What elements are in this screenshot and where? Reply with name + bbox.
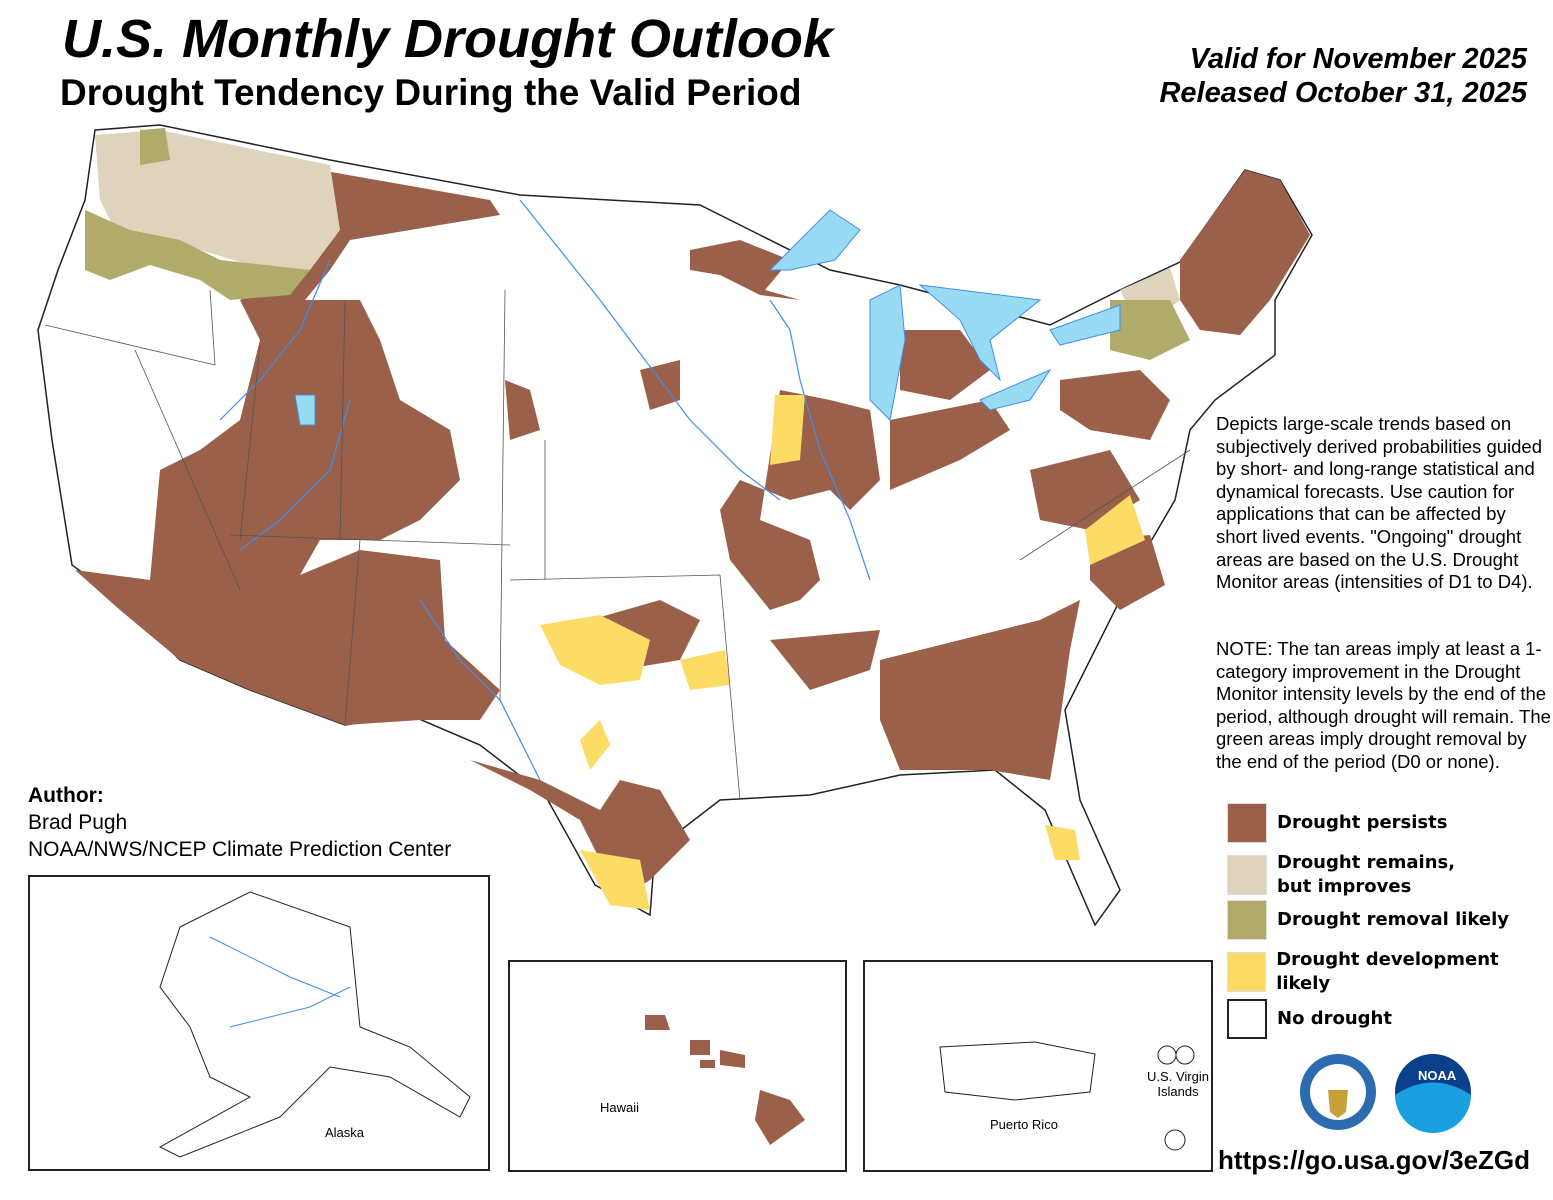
release-date: Released October 31, 2025 bbox=[1159, 77, 1527, 109]
legend-item-development: Drought development likely bbox=[1227, 948, 1553, 996]
drought-development-areas bbox=[540, 395, 1145, 910]
legend-item-persists: Drought persists bbox=[1227, 803, 1447, 843]
legend-swatch bbox=[1227, 855, 1267, 895]
svg-text:NOAA: NOAA bbox=[1418, 1068, 1457, 1083]
author-label: Author: bbox=[28, 784, 104, 807]
legend-item-improves: Drought remains, but improves bbox=[1227, 851, 1455, 899]
legend-swatch bbox=[1227, 900, 1267, 940]
state-borders bbox=[44, 289, 1191, 801]
legend-label: Drought development likely bbox=[1276, 949, 1499, 994]
great-lakes bbox=[294, 209, 1121, 426]
note-text: NOTE: The tan areas imply at least a 1-c… bbox=[1216, 638, 1551, 772]
legend-swatch bbox=[1227, 952, 1267, 992]
description-text: Depicts large-scale trends based on subj… bbox=[1216, 413, 1542, 593]
drought-removal-areas bbox=[85, 128, 1190, 360]
puerto-rico-map bbox=[939, 1041, 1195, 1151]
legend-label: Drought persists bbox=[1277, 812, 1448, 833]
puerto-rico-inset: Puerto Rico U.S. Virgin Islands bbox=[863, 960, 1213, 1172]
legend-label: No drought bbox=[1277, 1008, 1392, 1029]
map-title: U.S. Monthly Drought Outlook bbox=[62, 9, 833, 69]
legend-label: Drought remains, but improves bbox=[1277, 851, 1455, 899]
alaska-map bbox=[158, 891, 471, 1158]
legend-item-none: No drought bbox=[1227, 999, 1392, 1039]
legend-swatch bbox=[1227, 999, 1267, 1039]
rivers bbox=[219, 199, 871, 781]
legend-swatch bbox=[1227, 803, 1267, 843]
usvi-label: U.S. Virgin Islands bbox=[1147, 1069, 1209, 1099]
legend-item-removal: Drought removal likely bbox=[1227, 900, 1509, 940]
alaska-label: Alaska bbox=[325, 1125, 365, 1140]
legend-label: Drought removal likely bbox=[1277, 909, 1510, 930]
hawaii-inset: Hawaii bbox=[508, 960, 847, 1172]
validity-dates: Valid for November 2025 Released October… bbox=[1159, 42, 1527, 110]
valid-period: Valid for November 2025 bbox=[1189, 43, 1527, 75]
map-subtitle: Drought Tendency During the Valid Period bbox=[60, 72, 802, 113]
puerto-rico-label: Puerto Rico bbox=[990, 1117, 1058, 1132]
legend-label-line2: but improves bbox=[1277, 876, 1412, 897]
noaa-logo-icon: NOAA bbox=[1395, 1054, 1471, 1133]
author-org: NOAA/NWS/NCEP Climate Prediction Center bbox=[28, 838, 452, 861]
alaska-inset: Alaska bbox=[28, 875, 490, 1171]
hawaii-label: Hawaii bbox=[600, 1100, 640, 1115]
author-name: Brad Pugh bbox=[28, 811, 128, 834]
legend-label-line1: Drought remains, bbox=[1277, 852, 1456, 873]
doc-seal-icon bbox=[1300, 1054, 1376, 1130]
outlook-url-link[interactable]: https://go.usa.gov/3eZGd bbox=[1218, 1145, 1531, 1175]
author-block: Author: Brad Pugh NOAA/NWS/NCEP Climate … bbox=[28, 782, 451, 863]
agency-logos: NOAA bbox=[1300, 1054, 1471, 1133]
